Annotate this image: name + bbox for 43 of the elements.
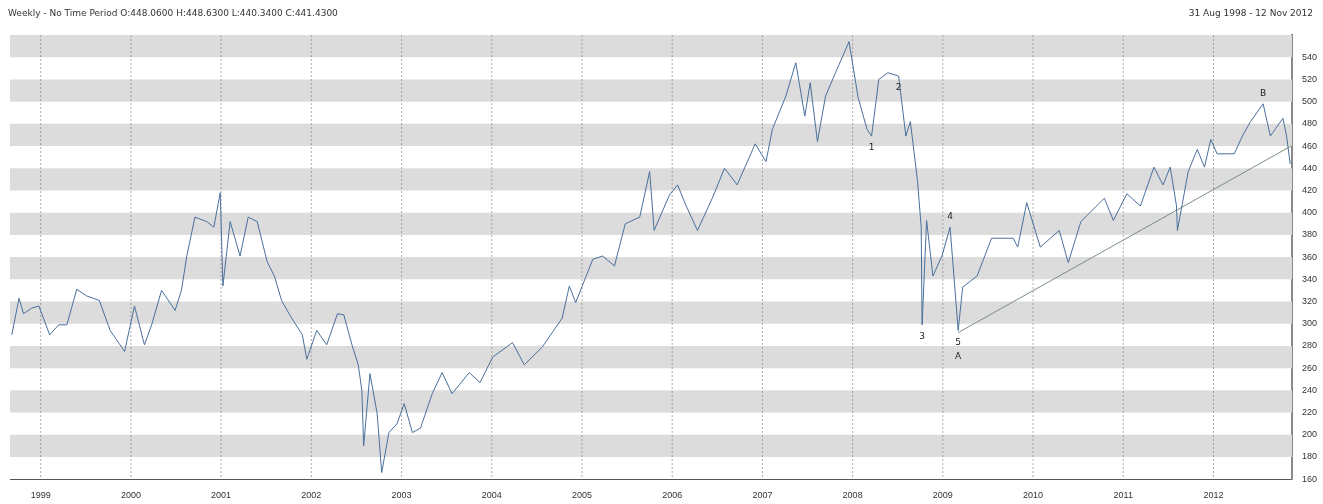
y-tick-label: 480 bbox=[1301, 118, 1318, 129]
y-tick-label: 500 bbox=[1301, 96, 1318, 107]
y-tick-label: 240 bbox=[1301, 384, 1318, 395]
annotation: 4 bbox=[947, 211, 954, 222]
y-tick-label: 300 bbox=[1301, 318, 1318, 329]
y-tick-label: 380 bbox=[1301, 229, 1318, 240]
y-tick-label: 520 bbox=[1301, 73, 1318, 84]
x-tick-label: 2010 bbox=[1023, 490, 1044, 501]
y-tick-label: 320 bbox=[1301, 296, 1318, 306]
annotation: 5 bbox=[955, 336, 962, 347]
y-tick-label: 440 bbox=[1301, 162, 1318, 173]
chart-title: Weekly - No Time Period O:448.0600 H:448.6300 L:440.3400 C:441.4300 bbox=[8, 8, 338, 18]
y-tick-label: 360 bbox=[1301, 251, 1318, 262]
y-tick-label: 220 bbox=[1301, 407, 1318, 418]
x-tick-label: 2000 bbox=[120, 490, 141, 501]
annotation: 1 bbox=[868, 142, 875, 153]
x-tick-label: 2004 bbox=[481, 490, 502, 501]
x-tick-label: 2011 bbox=[1113, 490, 1133, 501]
y-tick-label: 200 bbox=[1301, 429, 1318, 440]
annotation: 2 bbox=[895, 82, 902, 93]
annotation: B bbox=[1260, 88, 1267, 99]
x-tick-label: 2003 bbox=[391, 490, 412, 501]
y-tick-label: 340 bbox=[1301, 273, 1318, 284]
y-tick-label: 160 bbox=[1301, 473, 1318, 484]
x-tick-label: 2006 bbox=[662, 490, 683, 501]
y-tick-label: 280 bbox=[1301, 340, 1318, 351]
x-tick-label: 2007 bbox=[752, 490, 773, 501]
chart-subtitle: 31 Aug 1998 - 12 Nov 2012 bbox=[1188, 8, 1313, 18]
y-tick-label: 260 bbox=[1301, 362, 1318, 373]
x-tick-label: 2008 bbox=[842, 490, 863, 501]
x-tick-label: 2009 bbox=[932, 490, 953, 501]
annotation: 3 bbox=[919, 331, 925, 342]
x-tick-label: 2005 bbox=[571, 490, 592, 501]
x-tick-label: 2001 bbox=[211, 490, 232, 501]
x-tick-label: 2012 bbox=[1203, 490, 1224, 501]
y-tick-label: 540 bbox=[1301, 51, 1318, 62]
y-tick-label: 420 bbox=[1301, 184, 1318, 195]
y-tick-label: 460 bbox=[1301, 140, 1318, 151]
y-tick-label: 180 bbox=[1301, 451, 1318, 462]
y-tick-label: 400 bbox=[1301, 207, 1318, 218]
x-tick-label: 1999 bbox=[30, 490, 51, 501]
annotation: A bbox=[955, 350, 963, 361]
x-tick-label: 2002 bbox=[301, 490, 322, 501]
